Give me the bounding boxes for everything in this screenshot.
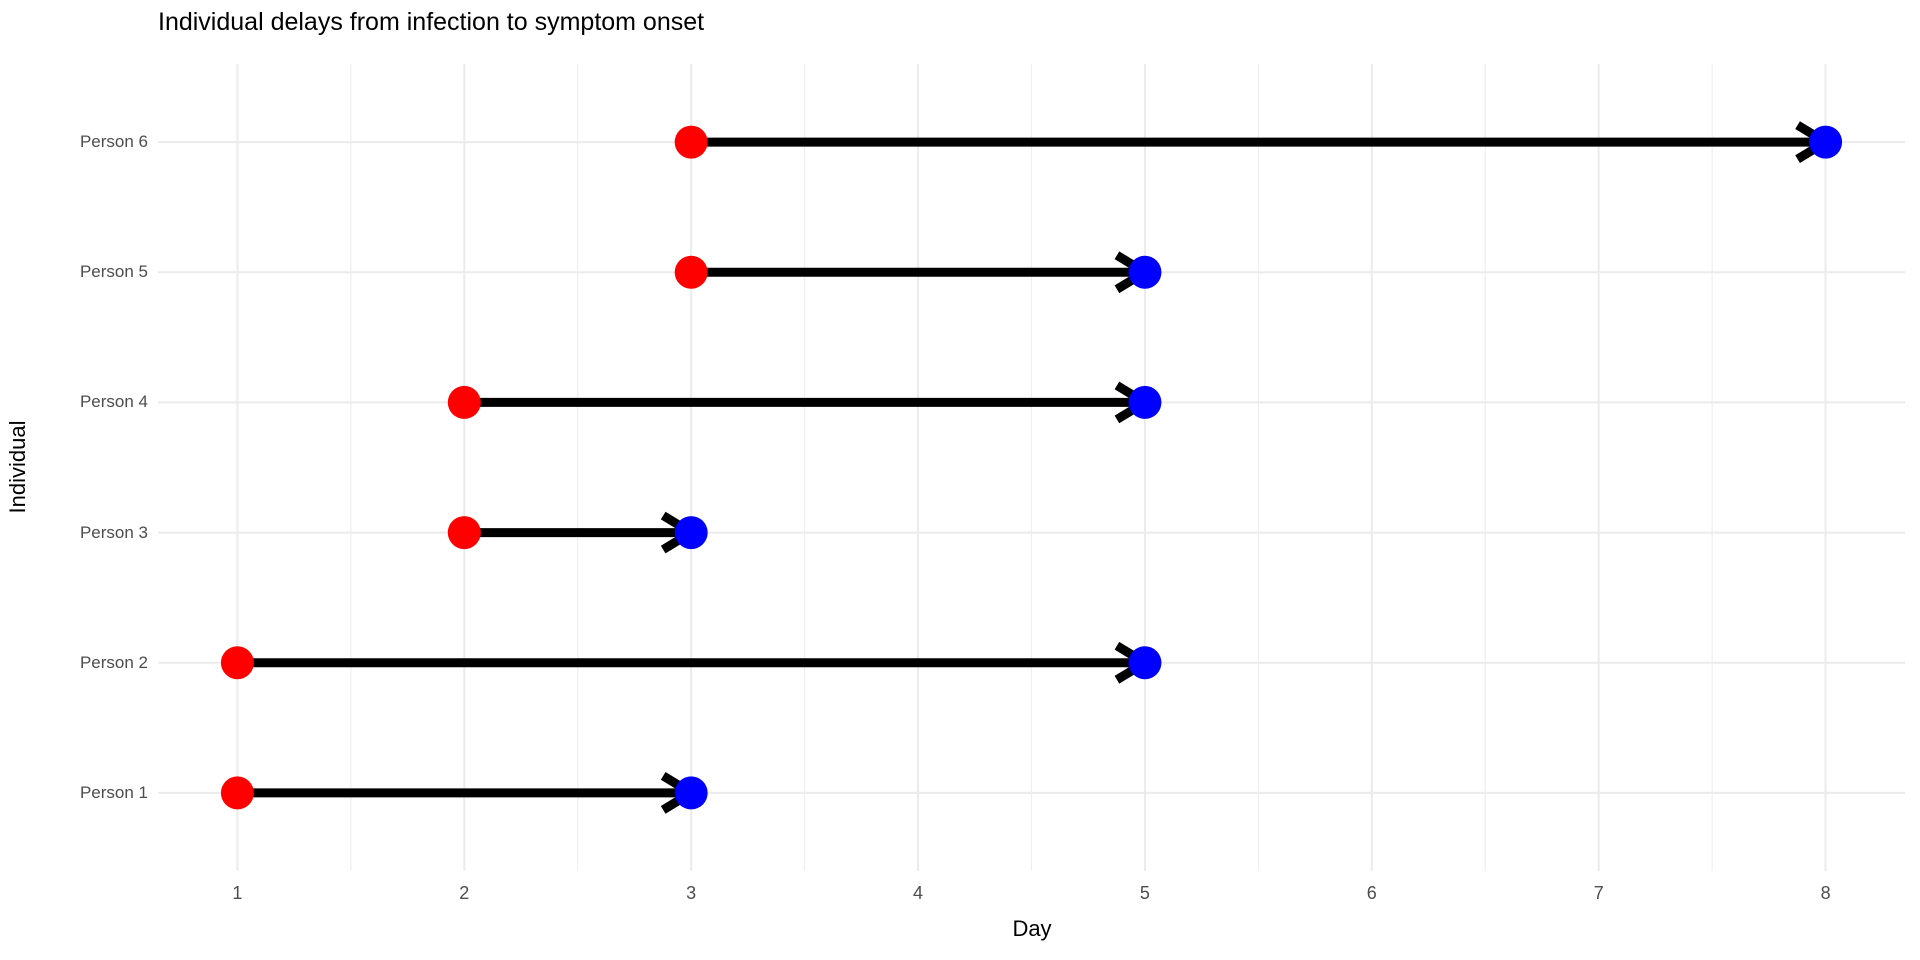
x-tick-label: 4 [913, 883, 924, 903]
y-tick-label: Person 3 [79, 522, 148, 542]
symptom-onset-point [1128, 255, 1162, 289]
x-tick-label: 8 [1820, 883, 1831, 903]
x-tick-label: 5 [1139, 883, 1150, 903]
symptom-onset-point [1128, 385, 1162, 419]
x-tick-label: 2 [459, 883, 470, 903]
x-tick-label: 6 [1366, 883, 1377, 903]
y-tick-label: Person 4 [79, 392, 148, 412]
infection-point [674, 255, 708, 289]
infection-point [447, 385, 481, 419]
symptom-onset-point [1128, 646, 1162, 680]
infection-point [220, 776, 254, 810]
y-axis-title: Individual [5, 420, 30, 514]
y-tick-label: Person 5 [79, 262, 148, 282]
y-tick-label: Person 6 [79, 132, 148, 152]
symptom-onset-point [1809, 125, 1843, 159]
x-tick-label: 7 [1593, 883, 1604, 903]
x-tick-label: 3 [686, 883, 697, 903]
infection-point [447, 516, 481, 550]
y-tick-label: Person 1 [79, 782, 148, 802]
infection-point [220, 646, 254, 680]
infection-point [674, 125, 708, 159]
x-tick-label: 1 [232, 883, 243, 903]
y-tick-label: Person 2 [79, 652, 148, 672]
x-axis-title: Day [1012, 916, 1052, 941]
chart-title: Individual delays from infection to symp… [158, 8, 705, 36]
symptom-onset-point [674, 776, 708, 810]
symptom-onset-point [674, 516, 708, 550]
